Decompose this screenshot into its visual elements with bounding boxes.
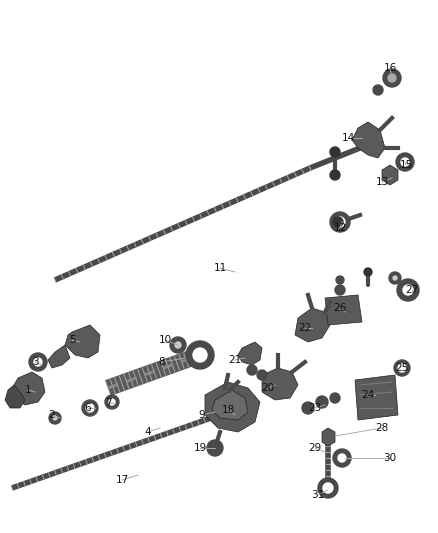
Circle shape [389, 272, 401, 284]
Text: 10: 10 [159, 335, 172, 345]
Circle shape [170, 337, 186, 353]
Circle shape [186, 341, 214, 369]
Text: 27: 27 [406, 285, 419, 295]
Text: 25: 25 [396, 363, 409, 373]
Circle shape [257, 370, 267, 380]
Text: 3: 3 [32, 357, 38, 367]
Circle shape [330, 212, 350, 232]
Text: 8: 8 [159, 357, 165, 367]
Circle shape [34, 358, 42, 366]
Circle shape [109, 399, 115, 405]
Text: 20: 20 [261, 383, 275, 393]
Text: 28: 28 [375, 423, 389, 433]
Polygon shape [352, 122, 385, 158]
Text: 17: 17 [115, 475, 129, 485]
Text: 12: 12 [333, 223, 346, 233]
Circle shape [175, 342, 181, 348]
Text: 18: 18 [221, 405, 235, 415]
Polygon shape [355, 375, 398, 420]
Circle shape [393, 276, 397, 280]
Circle shape [49, 412, 61, 424]
Circle shape [373, 85, 383, 95]
Circle shape [333, 449, 351, 467]
Text: 30: 30 [383, 453, 396, 463]
Circle shape [396, 153, 414, 171]
Polygon shape [295, 308, 330, 342]
Circle shape [302, 402, 314, 414]
Circle shape [193, 348, 207, 362]
Polygon shape [325, 295, 362, 325]
Polygon shape [65, 325, 100, 358]
Text: 7: 7 [105, 398, 111, 408]
Circle shape [82, 400, 98, 416]
Polygon shape [212, 390, 248, 420]
Text: 2: 2 [49, 410, 55, 420]
Polygon shape [382, 165, 398, 185]
Circle shape [330, 393, 340, 403]
Circle shape [318, 478, 338, 498]
Circle shape [336, 276, 344, 284]
Text: 23: 23 [308, 403, 321, 413]
Circle shape [316, 396, 328, 408]
Circle shape [333, 217, 343, 227]
Circle shape [207, 440, 223, 456]
Circle shape [53, 416, 57, 420]
Text: 11: 11 [213, 263, 226, 273]
Text: 31: 31 [311, 490, 325, 500]
Circle shape [383, 69, 401, 87]
Circle shape [364, 268, 372, 276]
Text: 9: 9 [199, 410, 205, 420]
Polygon shape [205, 382, 260, 432]
Circle shape [330, 170, 340, 180]
Text: 19: 19 [193, 443, 207, 453]
Text: 5: 5 [69, 335, 75, 345]
Circle shape [335, 285, 345, 295]
Circle shape [398, 364, 406, 372]
Polygon shape [262, 368, 298, 400]
Circle shape [247, 365, 257, 375]
Text: 22: 22 [298, 323, 311, 333]
Circle shape [323, 483, 333, 493]
Circle shape [388, 74, 396, 82]
Circle shape [397, 279, 419, 301]
Text: 26: 26 [333, 303, 346, 313]
Polygon shape [238, 342, 262, 365]
Polygon shape [14, 372, 45, 405]
Text: 24: 24 [361, 390, 374, 400]
Text: 6: 6 [85, 403, 91, 413]
Circle shape [394, 360, 410, 376]
Text: 21: 21 [228, 355, 242, 365]
Text: 14: 14 [341, 133, 355, 143]
Polygon shape [5, 385, 25, 408]
Circle shape [338, 454, 346, 462]
Text: 4: 4 [145, 427, 151, 437]
Circle shape [401, 158, 409, 166]
Circle shape [403, 285, 413, 295]
Polygon shape [205, 388, 238, 420]
Circle shape [330, 147, 340, 157]
Text: 16: 16 [383, 63, 397, 73]
Polygon shape [322, 428, 335, 446]
Polygon shape [48, 345, 70, 368]
Circle shape [86, 404, 94, 412]
Circle shape [105, 395, 119, 409]
Circle shape [335, 217, 345, 227]
Text: 29: 29 [308, 443, 321, 453]
Circle shape [29, 353, 47, 371]
Text: 1: 1 [25, 385, 31, 395]
Text: 13: 13 [375, 177, 389, 187]
Text: 15: 15 [399, 160, 413, 170]
